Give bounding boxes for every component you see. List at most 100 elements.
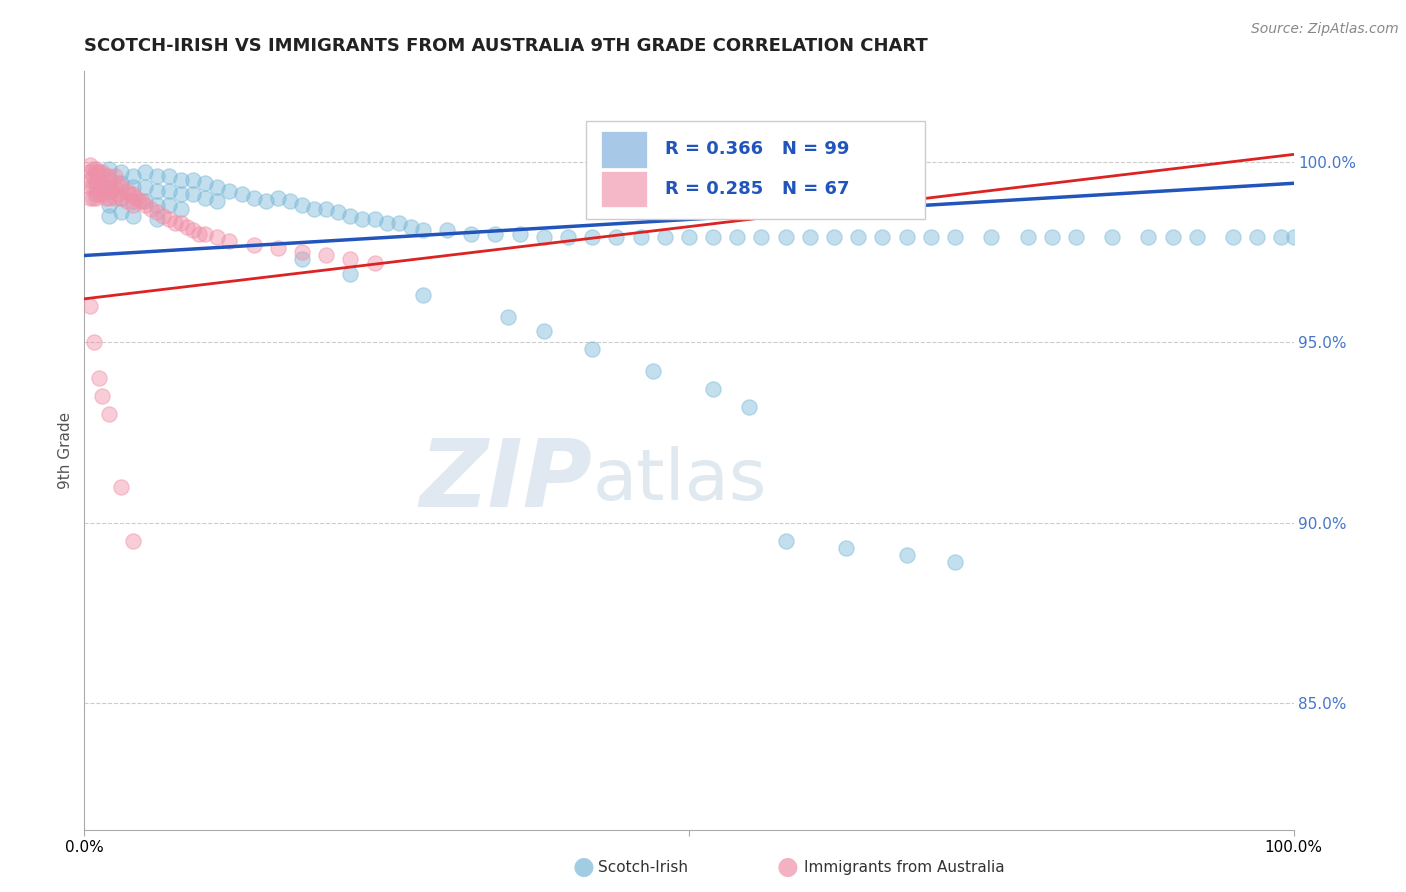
Point [1137,230,1160,244]
Point [86,161,108,176]
Point [97,184,120,198]
Point [97,161,120,176]
Point [121,209,143,223]
Point [79,299,101,313]
Point [328,205,350,219]
Point [1270,230,1292,244]
Point [207,230,229,244]
Point [181,223,204,237]
Point [82,191,104,205]
Point [91,187,114,202]
Point [1017,230,1039,244]
Point [181,172,204,186]
Point [181,187,204,202]
Point [100,184,122,198]
Point [110,191,132,205]
Point [91,176,114,190]
Point [97,180,120,194]
Point [412,288,434,302]
Point [146,205,169,219]
Point [157,198,180,212]
Point [82,169,104,183]
Point [97,209,120,223]
Point [91,389,114,403]
Point [110,205,132,219]
Point [91,165,114,179]
Point [835,541,858,555]
Point [399,219,422,234]
Point [738,400,761,414]
Point [79,180,101,194]
Point [104,180,127,194]
Point [134,180,156,194]
Point [315,248,337,262]
Point [194,227,217,241]
Point [581,230,603,244]
Point [509,227,531,241]
Point [157,212,180,227]
Point [170,187,193,202]
Point [157,169,180,183]
Point [110,176,132,190]
Point [139,202,162,216]
Point [97,172,120,186]
Point [121,180,143,194]
Point [110,165,132,179]
Point [267,241,290,255]
Point [107,176,129,190]
Bar [600,131,647,168]
Point [152,209,174,223]
Point [533,324,555,338]
Point [170,216,193,230]
Point [131,194,153,209]
Point [1064,230,1087,244]
Point [231,187,253,202]
Point [751,230,773,244]
Point [1040,230,1063,244]
Point [194,176,217,190]
Point [97,169,120,183]
Point [267,191,290,205]
Point [134,198,156,212]
Point [94,180,117,194]
Point [533,230,555,244]
Point [121,198,143,212]
Point [641,364,664,378]
Point [242,191,264,205]
Point [79,158,101,172]
Text: atlas: atlas [592,446,766,516]
Point [352,212,374,227]
Point [86,176,108,190]
Point [97,408,120,422]
Point [86,191,108,205]
Point [188,227,211,241]
Point [363,256,385,270]
Point [134,165,156,179]
Text: R = 0.285   N = 67: R = 0.285 N = 67 [665,180,849,198]
Point [207,180,229,194]
Point [943,230,966,244]
Point [1246,230,1268,244]
Point [678,230,700,244]
Point [120,187,142,202]
Point [654,230,676,244]
Point [1101,230,1123,244]
Point [87,371,110,385]
Point [254,194,277,209]
Point [86,169,108,183]
Point [79,165,101,179]
Point [496,310,519,324]
Point [412,223,434,237]
Point [194,191,217,205]
Point [97,191,120,205]
Point [846,230,869,244]
Point [146,169,169,183]
Point [82,180,104,194]
Point [291,244,314,259]
Point [557,230,579,244]
Point [87,187,110,202]
Point [86,165,108,179]
Point [799,230,821,244]
Point [176,219,198,234]
Point [128,194,150,209]
